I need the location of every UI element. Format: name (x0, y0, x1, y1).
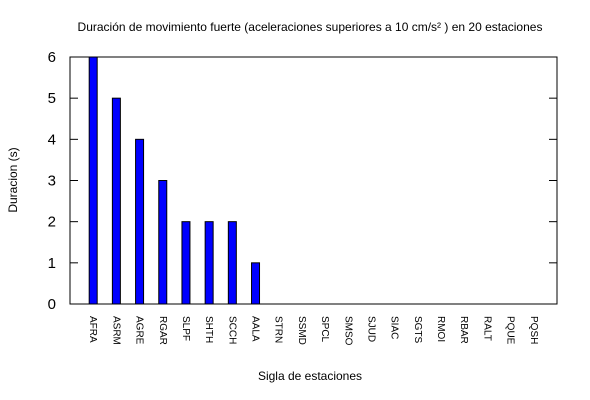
y-tick-label: 2 (48, 214, 56, 231)
x-tick-label: SCCH (226, 316, 237, 344)
chart-title: Duración de movimiento fuerte (aceleraci… (78, 20, 543, 34)
y-tick-label: 4 (48, 131, 56, 148)
y-tick-label: 6 (48, 49, 56, 66)
x-tick-label: SMSO (342, 316, 353, 346)
bar (88, 56, 98, 305)
y-tick-label: 1 (48, 255, 56, 272)
x-tick-label: AALA (250, 316, 261, 342)
bar (227, 221, 237, 305)
x-tick-label: RALT (481, 316, 492, 341)
bar (204, 221, 214, 305)
bar (135, 138, 145, 305)
y-axis-label: Duracion (s) (6, 147, 20, 212)
x-tick-label: RMOI (435, 316, 446, 342)
x-tick-label: AGRE (134, 316, 145, 345)
x-tick-label: ASRM (110, 316, 121, 345)
x-tick-label: AFRA (87, 316, 98, 343)
bar (158, 180, 168, 305)
bar (181, 221, 191, 305)
bar (251, 262, 261, 305)
x-tick-label: SHTH (203, 316, 214, 343)
y-tick-label: 0 (48, 296, 56, 313)
bar (111, 97, 121, 305)
x-tick-label: SGTS (412, 316, 423, 344)
x-tick-label: SLPF (180, 316, 191, 341)
x-tick-label: PQSH (528, 316, 539, 344)
x-tick-label: RBAR (458, 316, 469, 344)
x-tick-label: SSMD (296, 316, 307, 345)
x-tick-label: STRN (273, 316, 284, 343)
x-tick-label: SJUD (365, 316, 376, 342)
x-tick-label: SIAC (389, 316, 400, 339)
x-axis-label: Sigla de estaciones (258, 369, 362, 383)
x-tick-label: SPCL (319, 316, 330, 343)
x-tick-label: RGAR (157, 316, 168, 345)
x-tick-label: PQUE (505, 316, 516, 345)
y-tick-label: 3 (48, 173, 56, 190)
y-tick-label: 5 (48, 90, 56, 107)
